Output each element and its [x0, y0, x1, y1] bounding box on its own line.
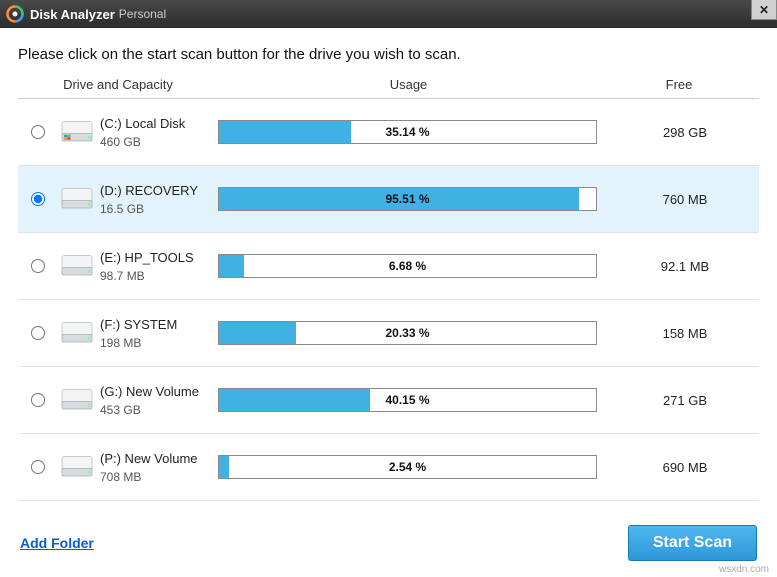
drive-name: (P:) New Volume — [100, 451, 218, 466]
column-headers: Drive and Capacity Usage Free — [18, 77, 759, 99]
usage-bar: 40.15 % — [218, 388, 597, 412]
usage-cell: 40.15 % — [218, 388, 615, 412]
drive-icon — [54, 452, 100, 482]
drive-capacity: 453 GB — [100, 403, 218, 417]
drive-info: (P:) New Volume 708 MB — [100, 451, 218, 484]
close-button[interactable]: ✕ — [751, 0, 777, 20]
drive-name: (C:) Local Disk — [100, 116, 218, 131]
drive-row[interactable]: (D:) RECOVERY 16.5 GB 95.51 % 760 MB — [18, 166, 759, 233]
main-content: Please click on the start scan button fo… — [0, 28, 777, 501]
usage-bar-label: 95.51 % — [219, 188, 596, 210]
free-space: 158 MB — [615, 326, 755, 341]
drive-name: (G:) New Volume — [100, 384, 218, 399]
usage-bar-label: 2.54 % — [219, 456, 596, 478]
drive-row[interactable]: (G:) New Volume 453 GB 40.15 % 271 GB — [18, 367, 759, 434]
radio-cell — [22, 259, 54, 273]
free-space: 760 MB — [615, 192, 755, 207]
header-usage: Usage — [218, 77, 599, 92]
usage-bar-label: 20.33 % — [219, 322, 596, 344]
app-edition: Personal — [119, 7, 166, 21]
drive-icon — [54, 318, 100, 348]
radio-cell — [22, 326, 54, 340]
drive-radio[interactable] — [31, 326, 45, 340]
usage-bar-label: 35.14 % — [219, 121, 596, 143]
drive-capacity: 16.5 GB — [100, 202, 218, 216]
usage-cell: 95.51 % — [218, 187, 615, 211]
usage-bar-label: 6.68 % — [219, 255, 596, 277]
watermark: wsxdn.com — [719, 564, 769, 575]
app-title: Disk Analyzer — [30, 7, 115, 22]
drive-name: (F:) SYSTEM — [100, 317, 218, 332]
drive-info: (E:) HP_TOOLS 98.7 MB — [100, 250, 218, 283]
radio-cell — [22, 393, 54, 407]
footer: Add Folder Start Scan — [0, 513, 777, 577]
drive-radio[interactable] — [31, 259, 45, 273]
usage-bar-label: 40.15 % — [219, 389, 596, 411]
drive-name: (E:) HP_TOOLS — [100, 250, 218, 265]
usage-bar: 35.14 % — [218, 120, 597, 144]
drive-radio[interactable] — [31, 125, 45, 139]
drive-info: (D:) RECOVERY 16.5 GB — [100, 183, 218, 216]
drive-row[interactable]: (F:) SYSTEM 198 MB 20.33 % 158 MB — [18, 300, 759, 367]
drive-radio[interactable] — [31, 393, 45, 407]
usage-bar: 20.33 % — [218, 321, 597, 345]
drive-capacity: 98.7 MB — [100, 269, 218, 283]
drive-row[interactable]: (E:) HP_TOOLS 98.7 MB 6.68 % 92.1 MB — [18, 233, 759, 300]
usage-cell: 20.33 % — [218, 321, 615, 345]
drive-radio[interactable] — [31, 192, 45, 206]
app-logo-icon — [6, 5, 24, 23]
drive-info: (C:) Local Disk 460 GB — [100, 116, 218, 149]
header-free: Free — [599, 77, 759, 92]
drive-icon — [54, 251, 100, 281]
instruction-text: Please click on the start scan button fo… — [18, 46, 759, 63]
close-icon: ✕ — [759, 3, 769, 17]
drive-name: (D:) RECOVERY — [100, 183, 218, 198]
free-space: 690 MB — [615, 460, 755, 475]
drive-icon — [54, 385, 100, 415]
add-folder-link[interactable]: Add Folder — [20, 535, 94, 551]
drive-info: (G:) New Volume 453 GB — [100, 384, 218, 417]
free-space: 298 GB — [615, 125, 755, 140]
usage-cell: 35.14 % — [218, 120, 615, 144]
titlebar: Disk Analyzer Personal ✕ — [0, 0, 777, 28]
drive-list: (C:) Local Disk 460 GB 35.14 % 298 GB (D… — [18, 99, 759, 501]
drive-capacity: 198 MB — [100, 336, 218, 350]
usage-bar: 2.54 % — [218, 455, 597, 479]
radio-cell — [22, 460, 54, 474]
drive-radio[interactable] — [31, 460, 45, 474]
drive-info: (F:) SYSTEM 198 MB — [100, 317, 218, 350]
drive-row[interactable]: (P:) New Volume 708 MB 2.54 % 690 MB — [18, 434, 759, 501]
start-scan-button[interactable]: Start Scan — [628, 525, 757, 561]
drive-icon — [54, 117, 100, 147]
usage-bar: 95.51 % — [218, 187, 597, 211]
drive-icon — [54, 184, 100, 214]
free-space: 271 GB — [615, 393, 755, 408]
usage-cell: 2.54 % — [218, 455, 615, 479]
radio-cell — [22, 192, 54, 206]
drive-capacity: 460 GB — [100, 135, 218, 149]
usage-cell: 6.68 % — [218, 254, 615, 278]
radio-cell — [22, 125, 54, 139]
drive-row[interactable]: (C:) Local Disk 460 GB 35.14 % 298 GB — [18, 99, 759, 166]
free-space: 92.1 MB — [615, 259, 755, 274]
drive-capacity: 708 MB — [100, 470, 218, 484]
usage-bar: 6.68 % — [218, 254, 597, 278]
header-drive: Drive and Capacity — [18, 77, 218, 92]
